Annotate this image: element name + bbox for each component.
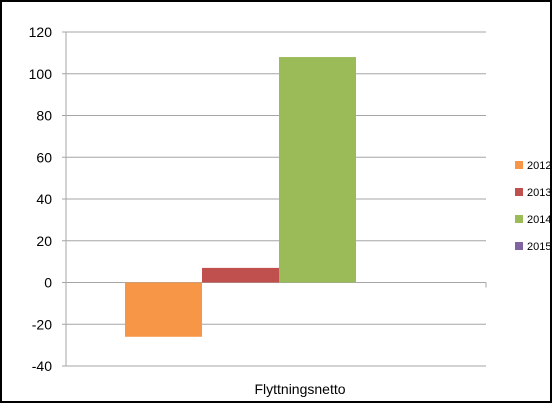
y-tick-label: 40 <box>36 191 52 207</box>
y-tick-label: 0 <box>44 275 52 291</box>
legend-label-2012: 2012 <box>527 160 551 172</box>
x-category-label: Flyttningsnetto <box>254 381 345 397</box>
legend-swatch-2015 <box>515 242 523 250</box>
y-tick-label: -40 <box>32 358 52 374</box>
legend-label-2014: 2014 <box>527 214 551 226</box>
legend-label-2013: 2013 <box>527 187 551 199</box>
y-tick-label: -20 <box>32 316 52 332</box>
y-tick-label: 60 <box>36 149 52 165</box>
y-tick-label: 120 <box>29 24 53 40</box>
y-tick-label: 100 <box>29 66 53 82</box>
y-tick-label: 80 <box>36 108 52 124</box>
legend-label-2015: 2015 <box>527 241 551 253</box>
bar-2013 <box>202 267 279 283</box>
legend-swatch-2012 <box>515 161 523 169</box>
bar-2014 <box>279 57 356 283</box>
legend-swatch-2013 <box>515 188 523 196</box>
legend-swatch-2014 <box>515 215 523 223</box>
y-tick-label: 20 <box>36 233 52 249</box>
bar-2012 <box>125 282 202 337</box>
